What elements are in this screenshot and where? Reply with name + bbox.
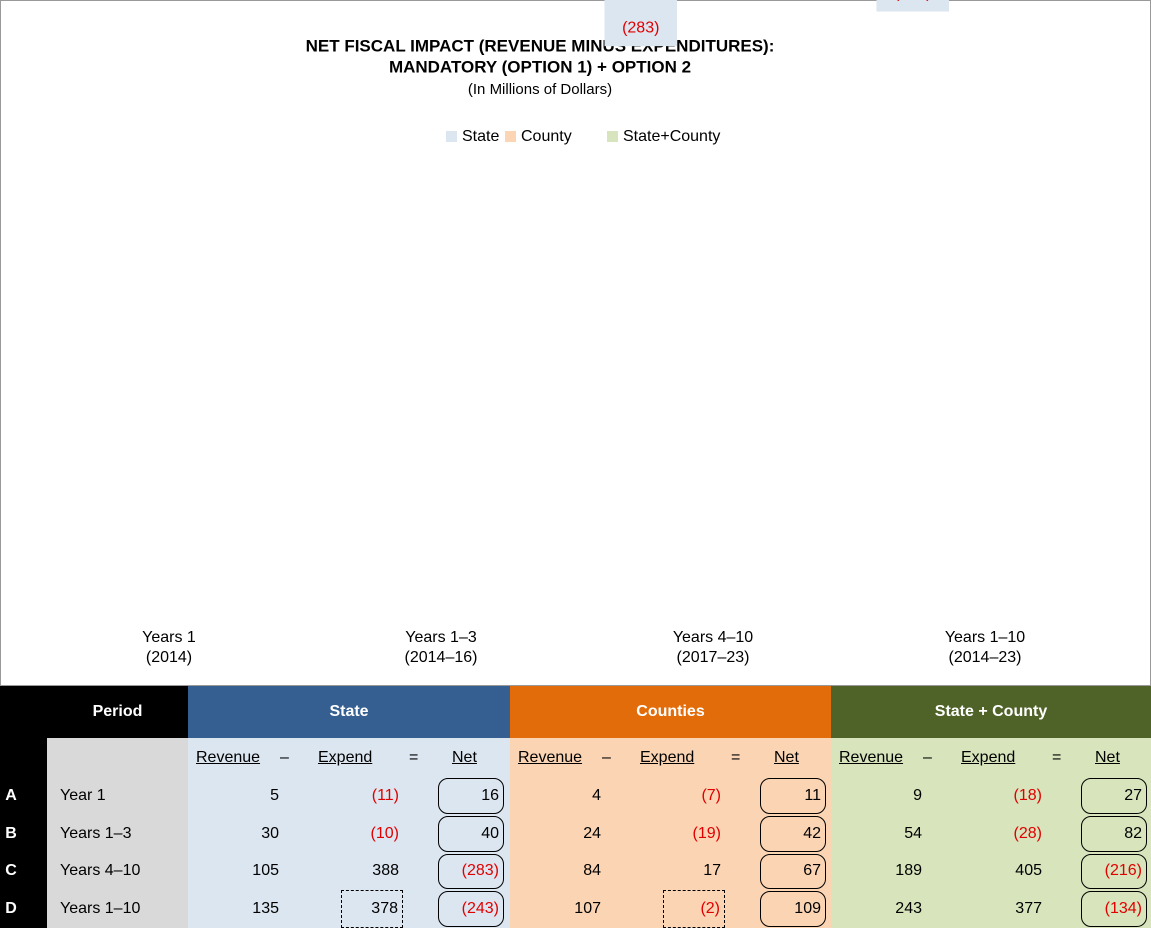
bar — [604, 0, 677, 47]
table-cell: 388 — [372, 862, 399, 880]
data-label: (243) — [894, 0, 931, 2]
table-cell: 42 — [760, 815, 826, 852]
legend-label: State — [462, 128, 499, 145]
table-cell: 107 — [574, 900, 601, 918]
table-cell: (283) — [438, 853, 504, 890]
row-label: C — [5, 862, 17, 880]
legend-label: County — [521, 128, 572, 145]
row-label: D — [5, 900, 17, 918]
subheader: Net — [774, 748, 799, 766]
row-period: Years 4–10 — [60, 862, 141, 880]
table-cell: 67 — [760, 853, 826, 890]
table-cell: (216) — [1081, 853, 1147, 890]
table-cell: 17 — [703, 862, 721, 880]
x-tick-label: Years 1–3 (2014–16) — [404, 629, 478, 666]
table-cell: 24 — [583, 824, 601, 842]
table-cell: 9 — [913, 786, 922, 804]
row-label: A — [5, 786, 17, 804]
table-cell: 378 — [341, 890, 403, 928]
table-cell: 82 — [1081, 815, 1147, 852]
subheader: Revenue — [518, 748, 583, 766]
subheader: Expend — [640, 748, 695, 766]
subheader: Net — [452, 748, 477, 766]
x-tick-label: Years 1 (2014) — [142, 629, 196, 666]
subheader: – — [602, 748, 611, 766]
table-cell: 135 — [252, 900, 279, 918]
table-cell: 54 — [904, 824, 922, 842]
bar — [876, 0, 949, 12]
legend-swatch — [607, 131, 618, 142]
legend-swatch — [505, 131, 516, 142]
chart-title: MANDATORY (OPTION 1) + OPTION 2 — [389, 57, 691, 76]
table-cell: 243 — [895, 900, 922, 918]
subheader: – — [280, 748, 289, 766]
group-body — [188, 738, 510, 928]
table-cell: 11 — [760, 778, 826, 814]
header-cell: Period — [47, 686, 188, 738]
table-cell: (28) — [1013, 824, 1042, 842]
subheader: – — [923, 748, 932, 766]
period-bg — [47, 738, 188, 928]
row-period: Years 1–10 — [60, 900, 141, 918]
table-cell: 16 — [438, 778, 504, 814]
table-cell: 377 — [1015, 900, 1042, 918]
group-body — [831, 738, 1151, 928]
header-cell: Counties — [510, 686, 831, 738]
table-cell: 40 — [438, 815, 504, 852]
header-cell: State + County — [831, 686, 1151, 738]
table-cell: (11) — [371, 786, 399, 804]
table-bg — [0, 686, 47, 928]
chart-frame — [0, 0, 1151, 686]
table-cell: (134) — [1081, 891, 1147, 927]
legend-swatch — [446, 131, 457, 142]
table-cell: 189 — [895, 862, 922, 880]
subheader: Revenue — [196, 748, 261, 766]
table-cell: (19) — [692, 824, 721, 842]
subheader: = — [731, 748, 741, 766]
chart: NET FISCAL IMPACT (REVENUE MINUS EXPENDI… — [0, 0, 1151, 686]
x-tick-label: Years 1–10 (2014–23) — [944, 629, 1026, 666]
table-cell: 5 — [270, 786, 279, 804]
row-label: B — [5, 824, 17, 842]
table-cell: (2) — [663, 890, 725, 928]
table-cell: 105 — [252, 862, 279, 880]
legend-label: State+County — [623, 128, 720, 145]
table-cell: 405 — [1015, 862, 1042, 880]
x-tick-label: Years 4–10 (2017–23) — [672, 629, 754, 666]
row-period: Years 1–3 — [60, 824, 132, 842]
data-label: (283) — [622, 19, 659, 36]
table-cell: 109 — [760, 891, 826, 927]
chart-title: NET FISCAL IMPACT (REVENUE MINUS EXPENDI… — [306, 36, 775, 55]
subheader: Revenue — [839, 748, 904, 766]
table-cell: (10) — [370, 824, 399, 842]
table-cell: (18) — [1013, 786, 1042, 804]
table-cell: 27 — [1081, 778, 1147, 814]
header-cell: State — [188, 686, 510, 738]
group-body — [510, 738, 831, 928]
table-cell: 4 — [592, 786, 601, 804]
table-cell: (243) — [438, 891, 504, 927]
subheader: = — [1052, 748, 1062, 766]
row-period: Year 1 — [60, 786, 106, 804]
subheader: = — [409, 748, 419, 766]
subheader: Expend — [961, 748, 1016, 766]
table-cell: 30 — [261, 824, 279, 842]
subheader: Net — [1095, 748, 1120, 766]
table-cell: 84 — [583, 862, 601, 880]
table-cell: (7) — [701, 786, 721, 804]
subheader: Expend — [318, 748, 373, 766]
chart-subtitle: (In Millions of Dollars) — [468, 81, 612, 98]
